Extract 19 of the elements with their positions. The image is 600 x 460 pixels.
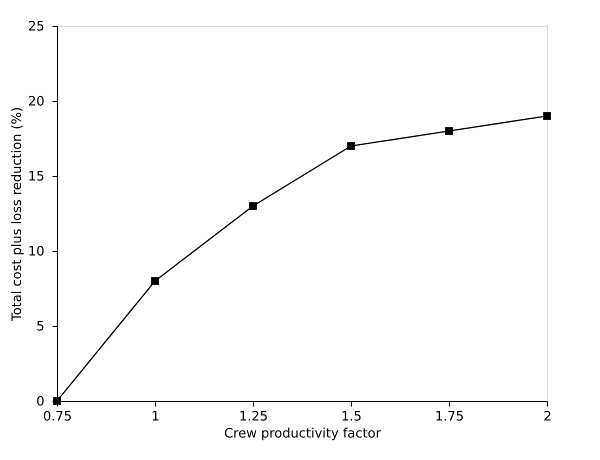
x-tick-label: 1 [151, 410, 160, 424]
point [151, 277, 159, 285]
y-tick-label: 20 [28, 94, 44, 110]
x-tick-label: 1.25 [239, 410, 268, 424]
y-tick-label: 25 [28, 20, 44, 34]
point [249, 202, 257, 210]
y-axis-title: Total cost plus loss reduction (%) [10, 106, 25, 322]
y-tick-label: 5 [36, 320, 44, 334]
y-tick-label: 15 [28, 170, 44, 184]
point [445, 127, 453, 135]
x-tick-label: 1.5 [341, 410, 362, 424]
y-tick-label: 10 [28, 244, 44, 260]
point [347, 142, 355, 150]
x-tick-label: 2 [543, 410, 552, 424]
x-tick-label: 0.75 [43, 410, 72, 424]
x-axis-title: Crew productivity factor [224, 426, 382, 442]
y-tick-label: 0 [36, 394, 44, 410]
point [543, 112, 551, 120]
x-tick-label: 1.75 [435, 410, 464, 424]
